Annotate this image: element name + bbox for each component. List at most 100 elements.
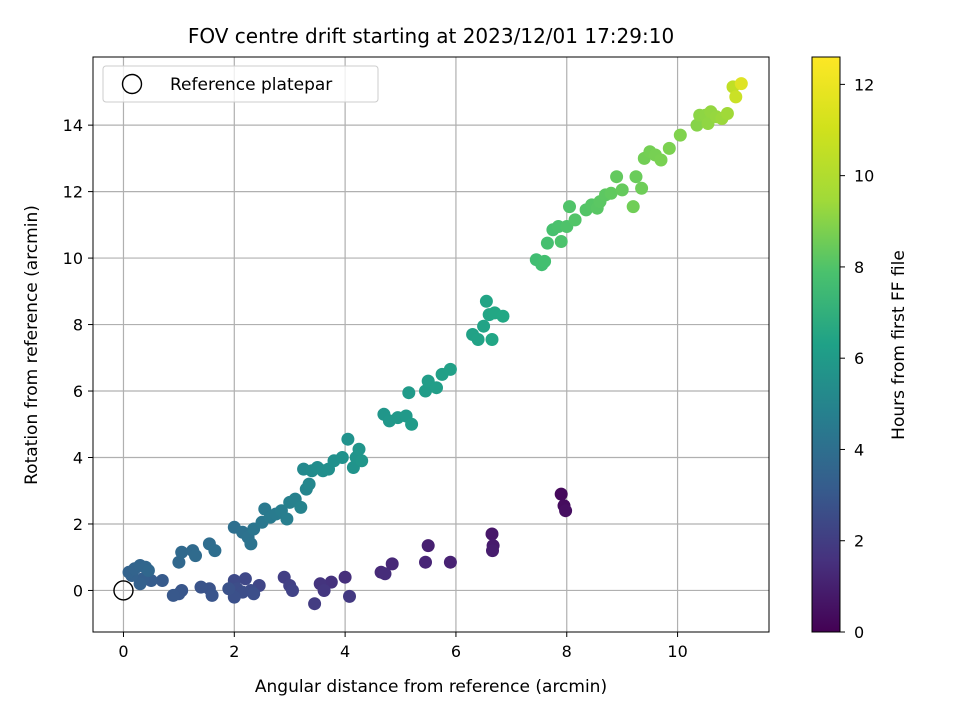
scatter-point [352,442,366,456]
legend-label-reference: Reference platepar [170,75,332,95]
scatter-point [471,333,485,346]
y-tick-label: 10 [63,249,83,268]
colorbar-tick-label: 10 [854,167,874,186]
x-tick-label: 0 [118,642,128,661]
scatter-point [205,588,219,602]
scatter-point [341,432,355,446]
scatter-point [496,309,510,323]
scatter-point [486,544,499,558]
scatter-point [563,200,576,214]
scatter-point [720,107,734,120]
colorbar-tick-label: 0 [854,623,864,642]
scatter-point [734,77,748,91]
reference-platepar-marker [113,580,134,601]
y-tick-label: 8 [73,316,83,335]
colorbar-tick-label: 4 [854,440,864,459]
scatter-point [430,381,443,395]
reference-marker-group [113,580,134,601]
y-axis-ticks: 0 2 4 6 8 10 12 14 [63,116,93,600]
scatter-point [485,333,499,346]
scatter-point [673,128,687,142]
scatter-point [308,597,322,611]
colorbar-tick-label: 12 [854,75,874,94]
scatter-point [604,186,618,200]
colorbar-tick-label: 2 [854,532,864,551]
colorbar [811,56,841,633]
scatter-point [133,577,147,591]
colorbar-ticks: 0 2 4 6 8 10 12 [840,75,874,642]
scatter-point [629,170,643,184]
y-tick-label: 14 [63,116,83,135]
plot-frame [92,56,770,633]
colorbar-tick-label: 6 [854,349,864,368]
y-tick-label: 12 [63,183,83,202]
scatter-point [208,544,222,558]
scatter-point [568,213,582,227]
scatter-point [443,362,457,376]
scatter-point [189,549,202,563]
y-tick-label: 4 [73,449,83,468]
scatter-point [244,537,258,551]
scatter-point [172,555,186,569]
scatter-point [280,512,294,526]
scatter-point [654,153,668,167]
scatter-point [419,384,432,398]
scatter-point [419,555,432,569]
x-tick-label: 4 [340,642,350,661]
scatter-point [485,527,499,541]
x-axis-label: Angular distance from reference (arcmin) [255,677,607,697]
scatter-point [690,118,704,132]
colorbar-tick-label: 8 [854,258,864,277]
scatter-point [538,254,552,268]
scatter-point [477,319,491,333]
scatter-point [540,236,554,250]
scatter-point [343,589,356,603]
scatter-point [155,574,169,587]
scatter-point [302,477,316,491]
scatter-point [615,183,629,197]
scatter-point [610,170,624,184]
scatter-point [554,235,568,248]
scatter-point [194,580,208,594]
scatter-point [635,181,649,195]
y-tick-label: 0 [73,581,83,600]
scatter-point [238,572,252,586]
scatter-points [122,77,748,611]
chart-title: FOV centre drift starting at 2023/12/01 … [188,24,674,48]
scatter-point [559,504,573,518]
scatter-point [338,570,352,584]
scatter-point [421,539,435,553]
scatter-point [166,588,180,602]
scatter-point [405,417,419,431]
x-axis-ticks: 0 2 4 6 8 10 [118,632,688,661]
scatter-point [729,90,743,104]
scatter-point [247,587,261,601]
scatter-point [286,584,299,597]
scatter-point [175,545,189,559]
x-tick-label: 2 [229,642,239,661]
scatter-point [355,454,369,468]
scatter-point [662,141,676,155]
y-tick-label: 6 [73,382,83,401]
scatter-point [479,294,493,308]
legend-box [102,65,379,103]
scatter-point [385,557,399,571]
legend: Reference platepar [102,65,379,103]
scatter-point [378,567,392,581]
scatter-point [554,487,568,501]
scatter-point [443,555,457,569]
x-tick-label: 6 [451,642,461,661]
scatter-point [141,564,155,577]
scatter-point [317,584,331,597]
y-tick-label: 2 [73,515,83,534]
scatter-point [222,582,236,596]
y-axis-label: Rotation from reference (arcmin) [22,205,42,485]
legend-marker-reference [121,73,143,95]
scatter-point [294,500,308,514]
scatter-point [402,386,416,400]
x-tick-label: 10 [667,642,687,661]
scatter-point [335,451,349,464]
scatter-point [626,200,640,214]
x-tick-label: 8 [562,642,572,661]
